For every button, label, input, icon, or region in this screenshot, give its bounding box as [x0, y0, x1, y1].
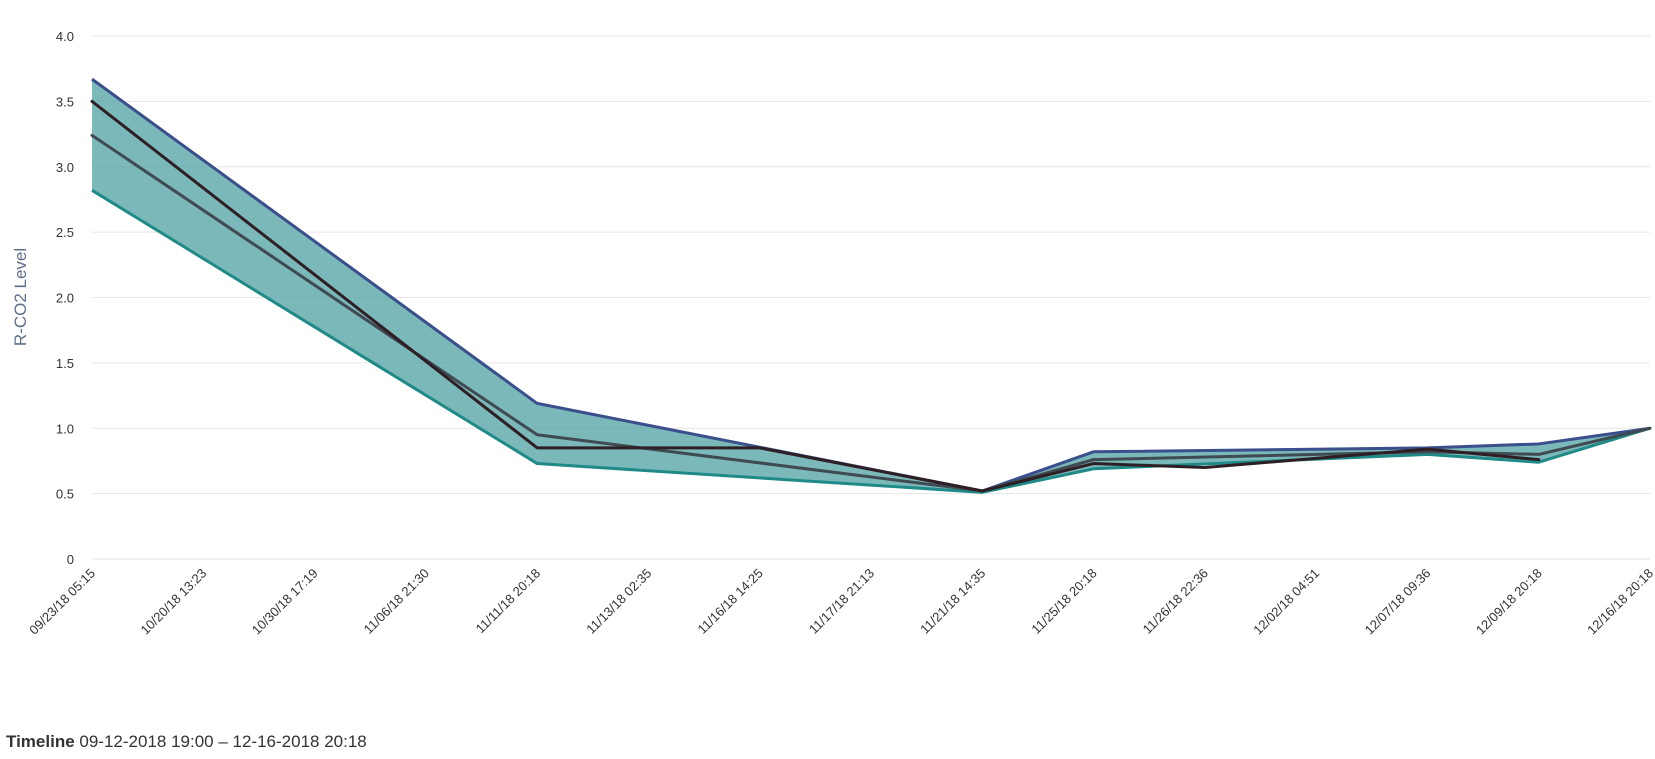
y-tick-label: 3.0: [56, 160, 74, 175]
series-line-2: [90, 99, 1541, 493]
y-tick-label: 4.0: [56, 29, 74, 44]
timeline: Timeline 09-12-2018 19:00 – 12-16-2018 2…: [6, 732, 367, 752]
y-axis-title: R-CO2 Level: [11, 248, 30, 346]
x-tick-label: 09/23/18 05:15: [26, 566, 98, 638]
range-band-upper-line: [91, 77, 1651, 493]
x-axis-ticks: 09/23/18 05:15 10/20/18 13:23 10/30/18 17:…: [26, 566, 1655, 638]
range-band-area: [92, 79, 1650, 493]
y-tick-label: 3.5: [56, 94, 74, 109]
timeline-label: Timeline: [6, 732, 75, 751]
range-band: [91, 77, 1651, 494]
series-line-1: [90, 133, 1652, 493]
series-lines: [90, 99, 1652, 493]
x-tick-label: 11/21/18 14:35: [917, 566, 988, 637]
y-tick-label: 0: [67, 552, 74, 567]
x-tick-label: 12/16/18 20:18: [1584, 566, 1655, 638]
y-tick-label: 0.5: [56, 487, 74, 502]
y-axis-ticks: 0 0.5 1.0 1.5 2.0 2.5 3.0 3.5 4.0: [56, 29, 74, 567]
x-tick-label: 10/30/18 17:19: [249, 566, 321, 638]
x-tick-label: 11/11/18 20:18: [473, 566, 544, 637]
range-band-lower-line: [91, 189, 1651, 494]
x-tick-label: 11/25/18 20:18: [1028, 566, 1099, 637]
y-tick-label: 1.5: [56, 356, 74, 371]
x-tick-label: 12/09/18 20:18: [1473, 566, 1545, 638]
y-tick-label: 1.0: [56, 421, 74, 436]
x-tick-label: 10/20/18 13:23: [137, 566, 209, 638]
timeline-value: 09-12-2018 19:00 – 12-16-2018 20:18: [79, 732, 367, 751]
y-tick-label: 2.5: [56, 225, 74, 240]
x-tick-label: 11/06/18 21:30: [361, 566, 432, 637]
chart: 0 0.5 1.0 1.5 2.0 2.5 3.0 3.5 4.0 09/23/18 05:15…: [11, 29, 1655, 638]
y-tick-label: 2.0: [56, 291, 74, 306]
x-tick-label: 11/26/18 22:36: [1140, 566, 1211, 637]
x-tick-label: 12/02/18 04:51: [1250, 566, 1322, 638]
x-tick-label: 12/07/18 09:36: [1362, 566, 1434, 638]
x-tick-label: 11/13/18 02:35: [583, 566, 654, 637]
x-tick-label: 11/16/18 14:25: [695, 566, 766, 637]
x-tick-label: 11/17/18 21:13: [806, 566, 877, 637]
